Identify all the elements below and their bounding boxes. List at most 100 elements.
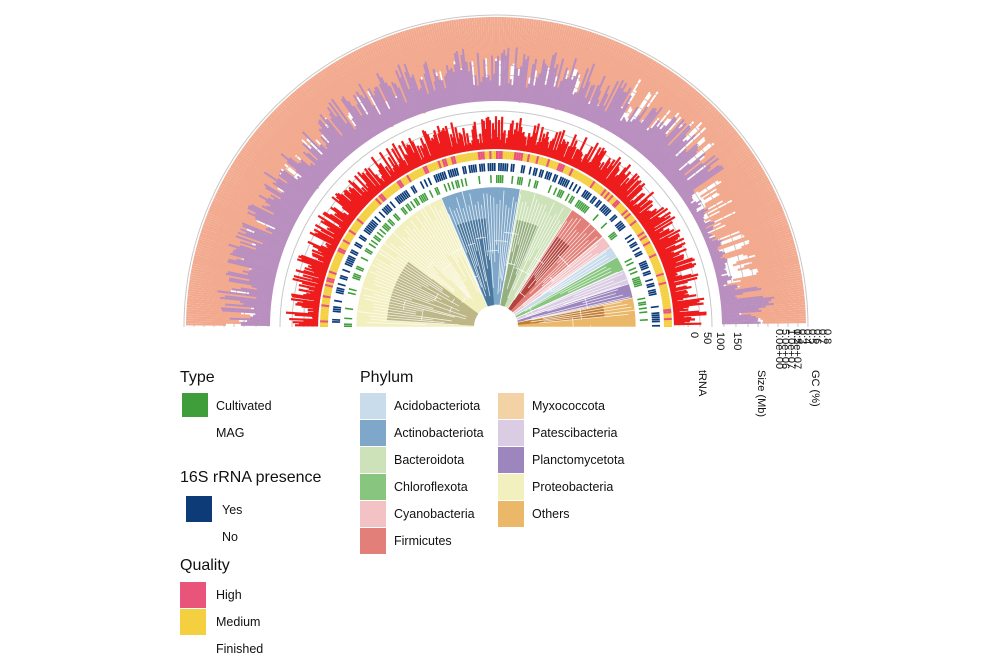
- branch-30: [407, 237, 450, 281]
- size-bar-105: [301, 131, 338, 168]
- size-bar-193: [460, 54, 469, 103]
- gc-bar-237: [547, 23, 559, 69]
- trna-bar-222: [510, 134, 515, 150]
- gc-bar-102: [272, 110, 303, 141]
- quality-cell-145: [550, 160, 555, 169]
- trna-bar-93: [337, 192, 361, 214]
- branch-115: [531, 301, 622, 321]
- quality-cell-44: [348, 229, 357, 236]
- size-bar-344: [685, 198, 694, 206]
- size-bar-248: [558, 77, 570, 111]
- trna-bar-181: [450, 122, 459, 154]
- size-bar-44: [235, 235, 283, 254]
- branch-arc-23: [548, 286, 553, 292]
- trna-bar-166: [430, 137, 440, 159]
- trna-bar-75: [340, 227, 347, 233]
- type-cell-74: [409, 200, 416, 209]
- branch-116: [542, 303, 628, 320]
- rrna-cell-187: [615, 222, 624, 229]
- rrna-cell-194: [624, 234, 633, 240]
- trna-bar-412: [673, 311, 707, 316]
- trna-bar-363: [657, 247, 667, 254]
- size-bar-227: [523, 87, 528, 103]
- gc-bar-106: [278, 104, 328, 155]
- size-bar-281: [609, 94, 632, 133]
- legend-type-title: Type: [180, 369, 215, 386]
- trna-bar-131: [378, 151, 399, 180]
- quality-cell-207: [648, 253, 657, 259]
- trna-bar-123: [380, 175, 390, 186]
- trna-bar-312: [617, 175, 640, 199]
- quality-cell-112: [477, 151, 481, 160]
- gc-bar-173: [410, 28, 426, 74]
- size-bar-52: [271, 232, 288, 241]
- trna-bar-100: [348, 188, 367, 207]
- type-cell-215: [632, 278, 641, 283]
- size-bar-314: [653, 127, 691, 167]
- size-bar-164: [404, 71, 422, 115]
- trna-bar-376: [663, 257, 693, 270]
- trna-bar-206: [488, 120, 492, 150]
- gc-bar-176: [417, 26, 439, 100]
- rrna-cell-73: [401, 192, 408, 200]
- quality-cell-181: [616, 204, 624, 212]
- trna-bar-17: [290, 298, 320, 305]
- gridline-0: [183, 14, 809, 328]
- quality-cell-8: [320, 306, 330, 310]
- quality-cell-237: [663, 320, 672, 323]
- size-bar-223: [516, 66, 523, 103]
- gc-bar-350: [704, 169, 765, 206]
- trna-bar-55: [312, 244, 334, 256]
- trna-bar-396: [670, 289, 687, 295]
- branch-118: [543, 309, 637, 322]
- gc-bar-248: [565, 28, 584, 86]
- quality-cell-123: [502, 151, 506, 160]
- quality-cell-14: [322, 292, 332, 297]
- size-bar-185: [445, 65, 456, 106]
- gc-bar-187: [442, 21, 454, 78]
- trna-bar-185: [458, 132, 465, 153]
- quality-cell-201: [642, 241, 651, 247]
- trna-bar-102: [351, 187, 369, 205]
- trna-bar-294: [599, 165, 614, 184]
- trna-bar-83: [330, 206, 353, 224]
- size-bar-231: [530, 85, 536, 104]
- gc-bar-302: [658, 86, 693, 127]
- size-bar-232: [531, 77, 539, 105]
- gc-tick-0: 0.8: [821, 329, 833, 344]
- trna-bar-351: [649, 231, 661, 240]
- trna-bar-7: [294, 313, 319, 318]
- type-cell-137: [527, 178, 532, 187]
- branch-arc-1: [402, 300, 406, 310]
- gc-bar-84: [245, 142, 282, 171]
- size-bar-63: [261, 205, 296, 225]
- trna-bar-288: [592, 161, 605, 179]
- size-bar-42: [239, 240, 282, 257]
- quality-cell-235: [663, 315, 672, 319]
- size-bar-250: [561, 79, 573, 112]
- size-bar-320: [660, 148, 687, 174]
- size-bar-24: [249, 279, 275, 286]
- gc-axis-title: GC (%): [809, 370, 821, 407]
- size-bar-201: [476, 52, 482, 102]
- rrna-cell-157: [568, 181, 574, 190]
- trna-bar-88: [341, 206, 357, 219]
- branch-arc-3: [434, 293, 439, 302]
- quality-cell-91: [430, 162, 436, 171]
- trna-bar-223: [512, 129, 517, 150]
- quality-cell-15: [323, 290, 332, 295]
- trna-bar-370: [660, 252, 680, 262]
- size-bar-143: [379, 113, 389, 129]
- trna-bar-159: [419, 137, 432, 163]
- legend-label-medium: Medium: [216, 615, 260, 629]
- trna-bar-221: [509, 120, 515, 150]
- legend-phylum-col2-swatch-1: [498, 420, 524, 446]
- size-bar-95: [309, 164, 327, 180]
- branch-arc-28: [572, 317, 574, 331]
- gc-bar-182: [430, 23, 448, 93]
- branch-97: [522, 253, 593, 307]
- trna-bar-87: [348, 212, 356, 220]
- branch-70: [510, 201, 527, 266]
- trna-bar-233: [525, 132, 531, 152]
- rrna-cell-234: [651, 314, 660, 317]
